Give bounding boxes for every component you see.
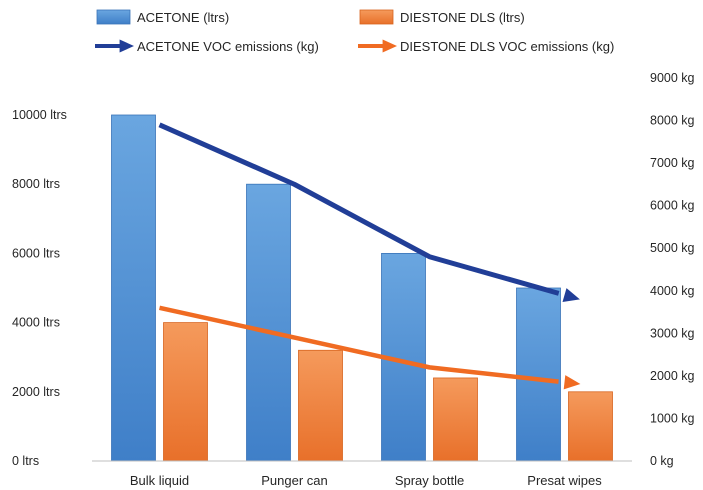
right-y-tick-label: 1000 kg <box>650 411 695 425</box>
acetone-voc-arrowhead <box>562 288 580 302</box>
left-y-tick-label: 10000 ltrs <box>12 108 67 122</box>
diestone-voc-line <box>159 305 559 384</box>
legend-item: ACETONE (ltrs) <box>96 9 229 25</box>
right-y-axis: 0 kg 1000 kg 2000 kg 3000 kg 4000 kg 5000 kg 6… <box>650 71 695 468</box>
legend-item: DIESTONE DLS VOC emissions (kg) <box>358 39 614 54</box>
diestone-bar <box>298 349 343 462</box>
x-tick-label: Presat wipes <box>527 473 602 488</box>
diestone-bar <box>568 391 613 462</box>
right-y-tick-label: 6000 kg <box>650 199 695 213</box>
right-y-tick-label: 4000 kg <box>650 284 695 298</box>
right-y-tick-label: 8000 kg <box>650 114 695 128</box>
legend: ACETONE (ltrs) DIESTONE DLS (ltrs) ACETONE… <box>95 9 614 54</box>
right-y-tick-label: 0 kg <box>650 454 674 468</box>
legend-label: DIESTONE DLS VOC emissions (kg) <box>400 39 614 54</box>
series-lines <box>158 122 581 390</box>
x-tick-label: Punger can <box>261 473 328 488</box>
x-tick-label: Bulk liquid <box>130 473 189 488</box>
legend-label: DIESTONE DLS (ltrs) <box>400 10 525 25</box>
right-y-tick-label: 2000 kg <box>650 369 695 383</box>
diestone-bar <box>163 322 208 462</box>
bars <box>111 114 613 462</box>
acetone-bar <box>246 183 291 462</box>
legend-item: ACETONE VOC emissions (kg) <box>95 39 319 54</box>
legend-swatch <box>96 9 131 25</box>
left-y-tick-label: 6000 ltrs <box>12 246 60 260</box>
legend-label: ACETONE VOC emissions (kg) <box>137 39 319 54</box>
acetone-bar <box>516 287 561 462</box>
diestone-bar <box>433 377 478 462</box>
legend-arrow-swatch <box>119 39 134 53</box>
left-y-tick-label: 2000 ltrs <box>12 385 60 399</box>
acetone-voc-line <box>158 122 560 296</box>
right-y-tick-label: 7000 kg <box>650 156 695 170</box>
right-y-tick-label: 9000 kg <box>650 71 695 85</box>
diestone-voc-arrowhead <box>563 375 581 390</box>
left-y-axis: 0 ltrs 2000 ltrs 4000 ltrs 6000 ltrs 8000 lt… <box>12 108 67 468</box>
legend-label: ACETONE (ltrs) <box>137 10 229 25</box>
left-y-tick-label: 4000 ltrs <box>12 316 60 330</box>
acetone-bar <box>111 114 156 462</box>
legend-item: DIESTONE DLS (ltrs) <box>359 9 525 25</box>
legend-arrow-swatch <box>382 39 397 53</box>
x-tick-label: Spray bottle <box>395 473 464 488</box>
right-y-tick-label: 5000 kg <box>650 241 695 255</box>
left-y-tick-label: 0 ltrs <box>12 454 39 468</box>
legend-swatch <box>359 9 394 25</box>
right-y-tick-label: 3000 kg <box>650 326 695 340</box>
x-axis: Bulk liquid Punger can Spray bottle Presat … <box>130 473 602 488</box>
left-y-tick-label: 8000 ltrs <box>12 177 60 191</box>
